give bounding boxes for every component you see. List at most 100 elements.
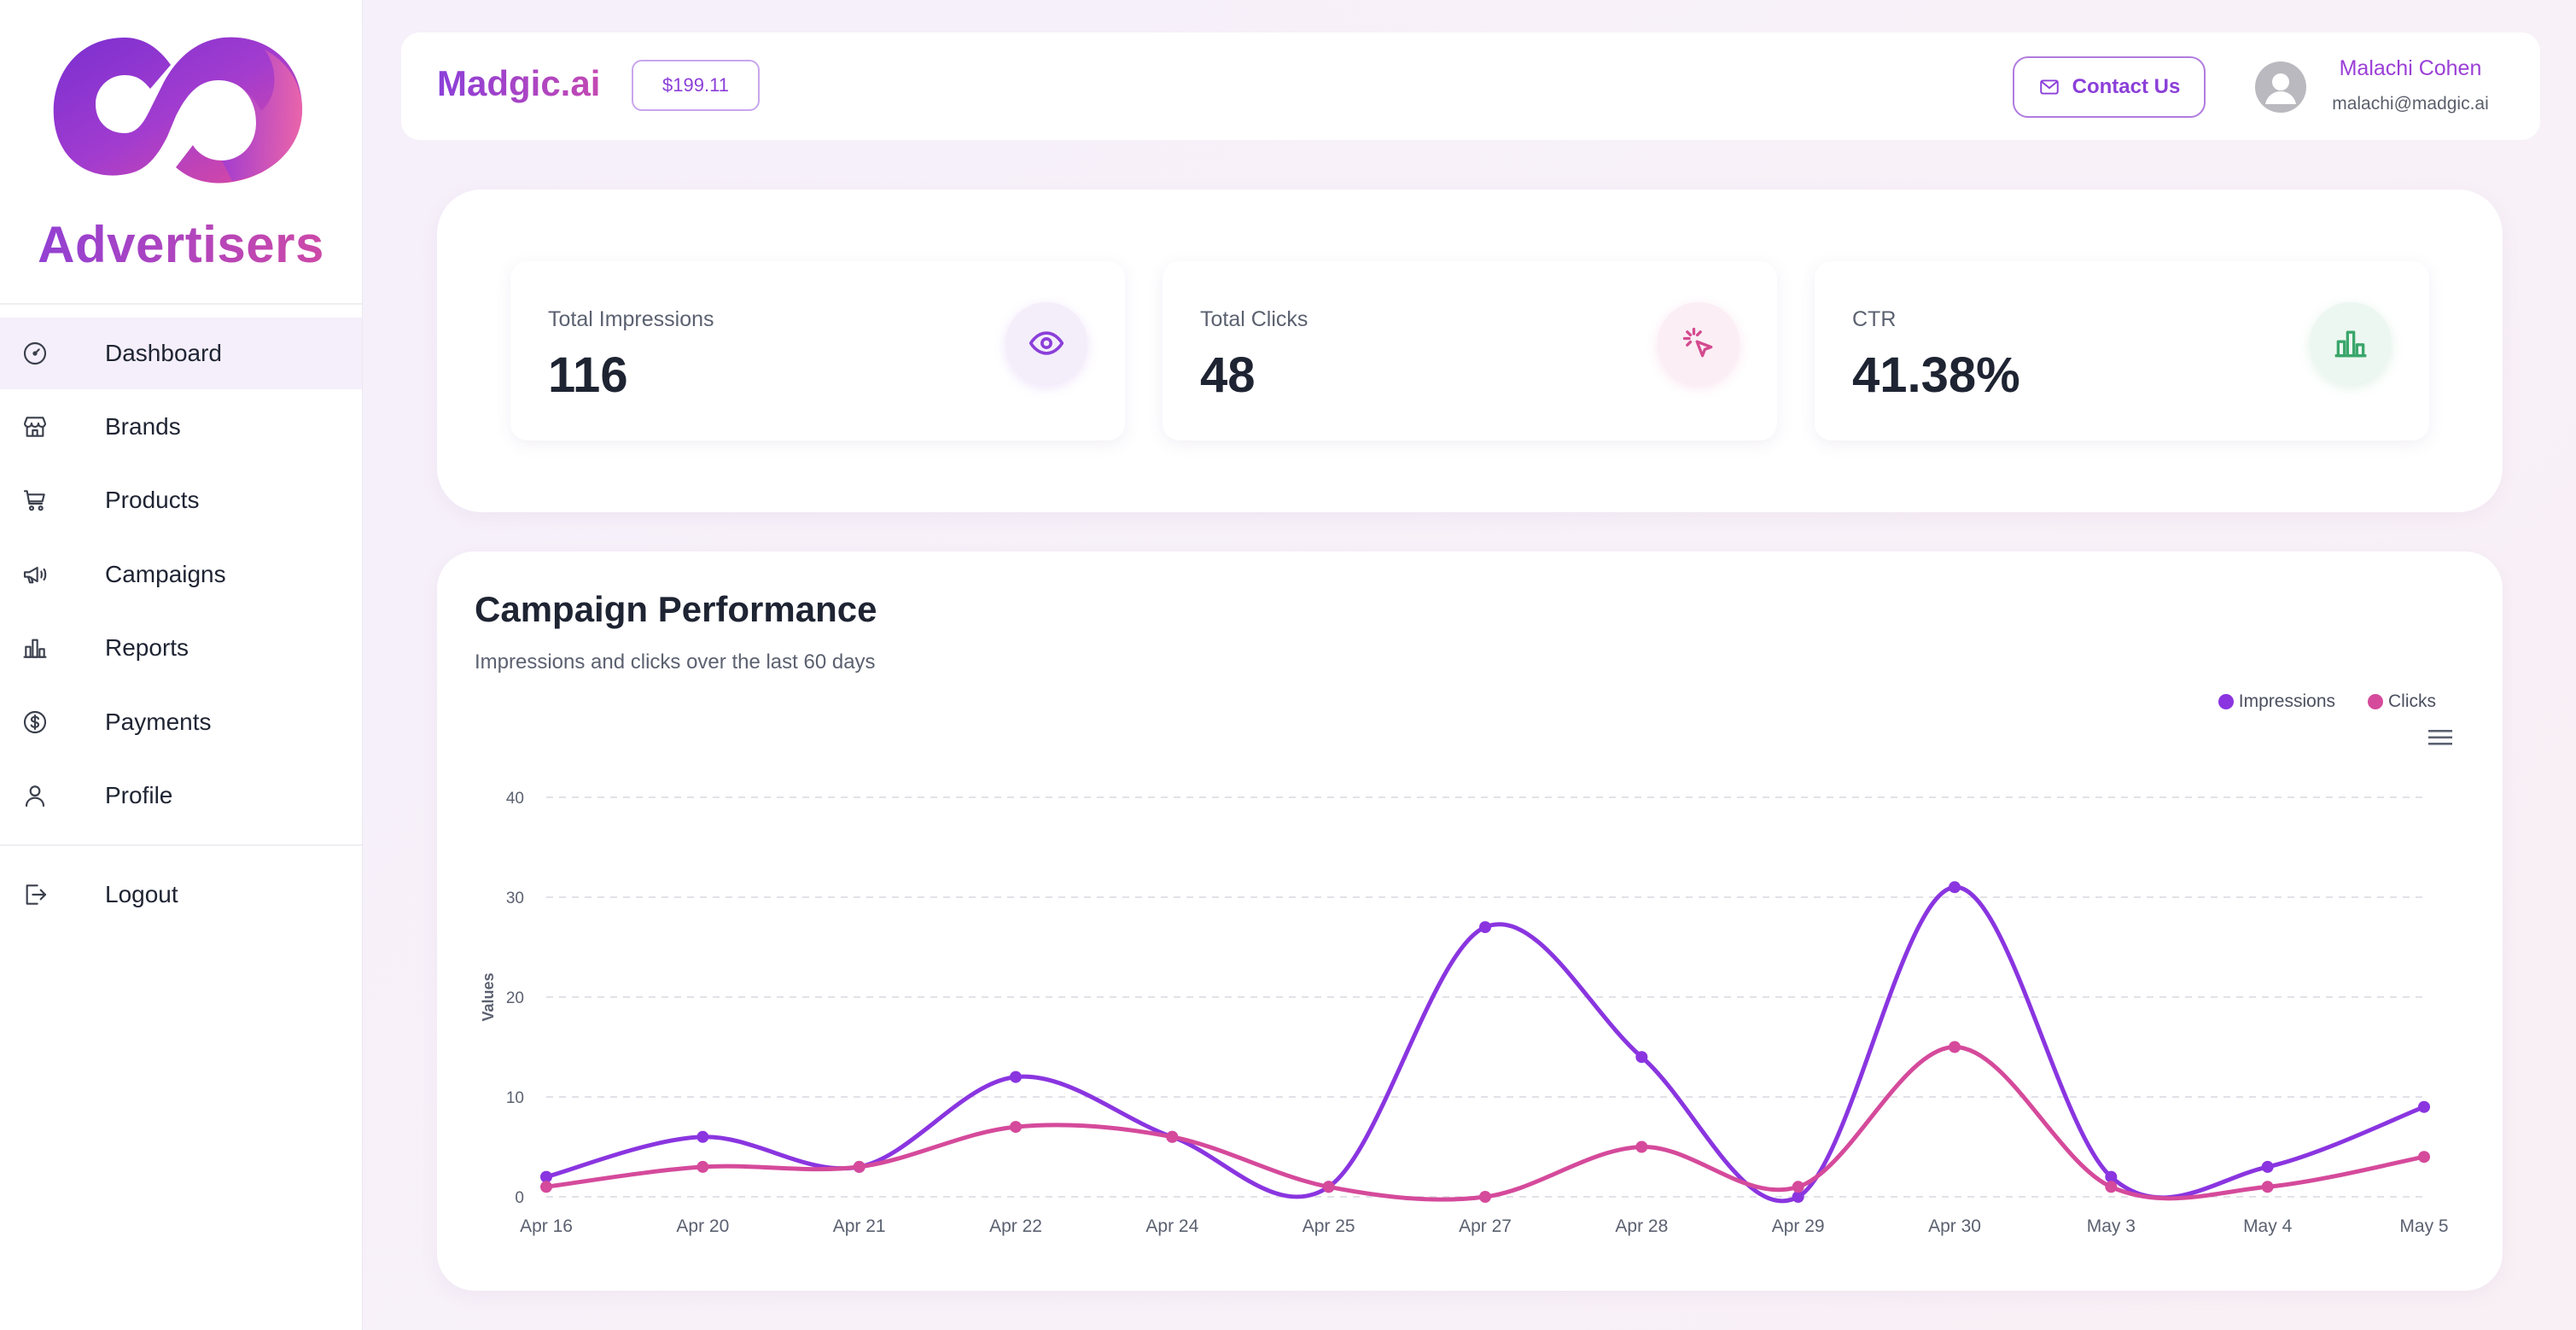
data-point-clicks — [2105, 1181, 2118, 1193]
x-tick-label: Apr 16 — [520, 1216, 573, 1236]
stat-label: Total Impressions — [548, 307, 714, 331]
chart-menu-icon[interactable] — [2427, 727, 2453, 748]
eye-icon — [1005, 302, 1087, 384]
sidebar-item-brands[interactable]: Brands — [0, 391, 362, 463]
stats-panel: Total Impressions 116 Total Clicks 48 CT… — [437, 190, 2503, 512]
y-axis-label: Values — [480, 972, 497, 1021]
x-tick-label: Apr 28 — [1615, 1216, 1668, 1236]
data-point-impressions — [1949, 881, 1961, 894]
stat-value: 116 — [548, 347, 628, 403]
stat-card-clicks: Total Clicks 48 — [1163, 261, 1777, 440]
user-email: malachi@madgic.ai — [2332, 94, 2489, 114]
y-tick-label: 10 — [506, 1089, 524, 1107]
dollar-circle-icon — [19, 706, 51, 738]
data-point-clicks — [1166, 1130, 1179, 1143]
user-icon — [19, 779, 51, 812]
sidebar-item-label: Reports — [105, 634, 189, 661]
user-name: Malachi Cohen — [2339, 56, 2482, 80]
sidebar-divider — [0, 844, 362, 846]
data-point-impressions — [2105, 1170, 2118, 1183]
data-point-impressions — [2418, 1100, 2430, 1113]
data-point-impressions — [1010, 1070, 1022, 1083]
sidebar-item-label: Brands — [105, 413, 181, 440]
data-point-clicks — [540, 1181, 552, 1193]
y-tick-label: 30 — [506, 890, 524, 907]
avatar[interactable] — [2255, 61, 2306, 113]
sidebar-item-products[interactable]: Products — [0, 464, 362, 536]
bar-chart-icon — [2310, 302, 2392, 384]
mail-icon — [2038, 76, 2060, 98]
stat-card-ctr: CTR 41.38% — [1815, 261, 2429, 440]
chart-title: Campaign Performance — [475, 589, 877, 629]
header-brand[interactable]: Madgic.ai — [437, 63, 601, 103]
y-tick-label: 40 — [506, 790, 524, 808]
legend-dot — [2218, 694, 2234, 709]
gauge-icon — [19, 337, 51, 370]
sidebar-item-dashboard[interactable]: Dashboard — [0, 318, 362, 389]
chart-subtitle: Impressions and clicks over the last 60 … — [475, 650, 876, 674]
data-point-impressions — [1479, 921, 1491, 934]
balance-badge: $199.11 — [632, 60, 760, 111]
data-point-impressions — [696, 1130, 709, 1143]
stat-label: CTR — [1852, 307, 1897, 331]
sidebar-divider — [0, 303, 362, 305]
cart-icon — [19, 484, 51, 516]
sidebar-item-profile[interactable]: Profile — [0, 760, 362, 831]
x-tick-label: Apr 20 — [676, 1216, 729, 1236]
bar-chart-icon — [19, 632, 51, 664]
megaphone-icon — [19, 558, 51, 591]
series-line-clicks — [544, 1044, 2427, 1202]
stat-card-impressions: Total Impressions 116 — [510, 261, 1125, 440]
x-tick-label: Apr 29 — [1772, 1216, 1825, 1236]
y-tick-label: 20 — [506, 989, 524, 1007]
contact-us-label: Contact Us — [2072, 75, 2181, 98]
data-point-clicks — [1010, 1121, 1022, 1134]
data-point-clicks — [696, 1160, 709, 1173]
chart-legend: Impressions Clicks — [2218, 691, 2436, 712]
sidebar-item-label: Campaigns — [105, 561, 226, 587]
x-tick-label: May 4 — [2243, 1216, 2293, 1236]
x-tick-label: May 3 — [2087, 1216, 2136, 1236]
legend-label: Clicks — [2388, 691, 2436, 711]
x-tick-label: Apr 22 — [989, 1216, 1042, 1236]
store-icon — [19, 411, 51, 443]
contact-us-button[interactable]: Contact Us — [2013, 56, 2206, 118]
campaign-performance-panel: Campaign Performance Impressions and cli… — [437, 551, 2503, 1291]
data-point-clicks — [1635, 1140, 1648, 1153]
line-chart: 0 10 20 30 40 Apr 16 Apr 20 Apr 21 Apr 22 Apr 24 A… — [480, 790, 2449, 1236]
logout-label: Logout — [105, 881, 178, 907]
x-tick-label: Apr 21 — [833, 1216, 886, 1236]
data-point-clicks — [1792, 1181, 1804, 1193]
legend-item-impressions[interactable]: Impressions — [2218, 691, 2335, 712]
sidebar-item-label: Products — [105, 487, 200, 513]
data-point-clicks — [1322, 1181, 1335, 1193]
y-tick-label: 0 — [515, 1189, 524, 1207]
stat-value: 48 — [1200, 347, 1256, 403]
top-header: Madgic.ai $199.11 Contact Us Malachi Coh… — [401, 32, 2540, 140]
data-point-clicks — [853, 1160, 865, 1173]
data-point-clicks — [1479, 1191, 1491, 1203]
data-point-impressions — [540, 1170, 552, 1183]
x-tick-label: Apr 30 — [1928, 1216, 1981, 1236]
sidebar: Advertisers Dashboard Brands Products Ca… — [0, 0, 363, 1330]
data-point-clicks — [2261, 1181, 2274, 1193]
series-line-impressions — [544, 884, 2427, 1204]
logout-button[interactable]: Logout — [0, 859, 362, 930]
data-point-impressions — [1792, 1191, 1804, 1203]
x-tick-label: May 5 — [2399, 1216, 2448, 1236]
brand-logo — [48, 31, 309, 184]
x-tick-label: Apr 27 — [1459, 1216, 1512, 1236]
stat-label: Total Clicks — [1200, 307, 1308, 331]
legend-item-clicks[interactable]: Clicks — [2368, 691, 2436, 712]
data-point-clicks — [2418, 1151, 2430, 1164]
cursor-click-icon — [1658, 302, 1740, 384]
legend-dot — [2368, 694, 2383, 709]
data-point-impressions — [2261, 1160, 2274, 1173]
data-point-clicks — [1949, 1041, 1961, 1053]
sidebar-item-campaigns[interactable]: Campaigns — [0, 539, 362, 610]
x-tick-label: Apr 24 — [1145, 1216, 1198, 1236]
stat-value: 41.38% — [1852, 347, 2020, 403]
sidebar-item-reports[interactable]: Reports — [0, 612, 362, 684]
sidebar-item-payments[interactable]: Payments — [0, 686, 362, 758]
sidebar-item-label: Profile — [105, 782, 173, 808]
